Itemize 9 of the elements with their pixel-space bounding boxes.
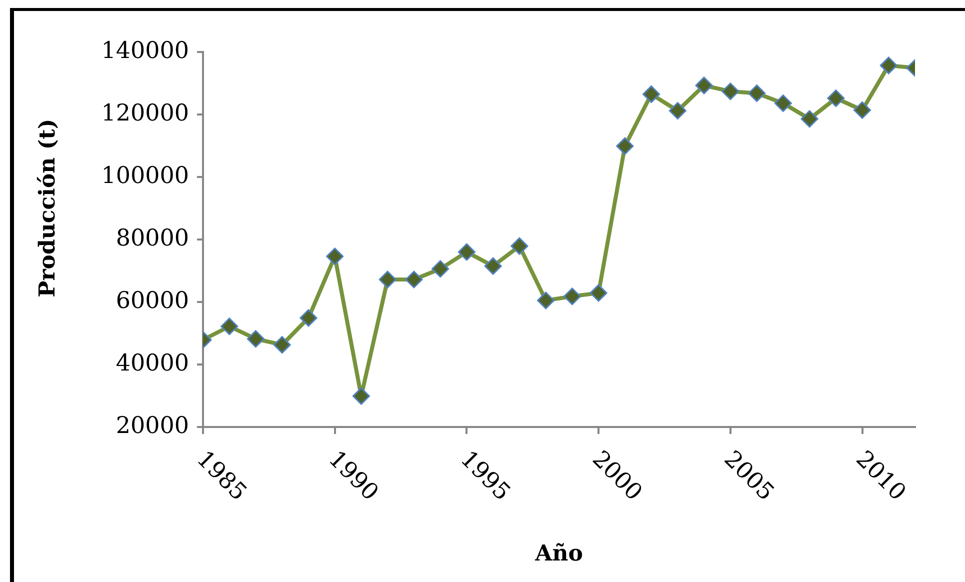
x-axis-title: Año bbox=[534, 540, 583, 567]
y-axis-title: Producción (t) bbox=[34, 118, 61, 298]
y-tick-label: 60000 bbox=[116, 288, 189, 314]
y-tick-label: 140000 bbox=[101, 38, 189, 64]
y-tick-label: 40000 bbox=[116, 350, 189, 376]
y-tick-label: 80000 bbox=[116, 225, 189, 252]
y-tick-label: 120000 bbox=[101, 100, 189, 126]
y-tick-label: 20000 bbox=[116, 412, 189, 439]
y-tick-label: 100000 bbox=[101, 162, 189, 189]
